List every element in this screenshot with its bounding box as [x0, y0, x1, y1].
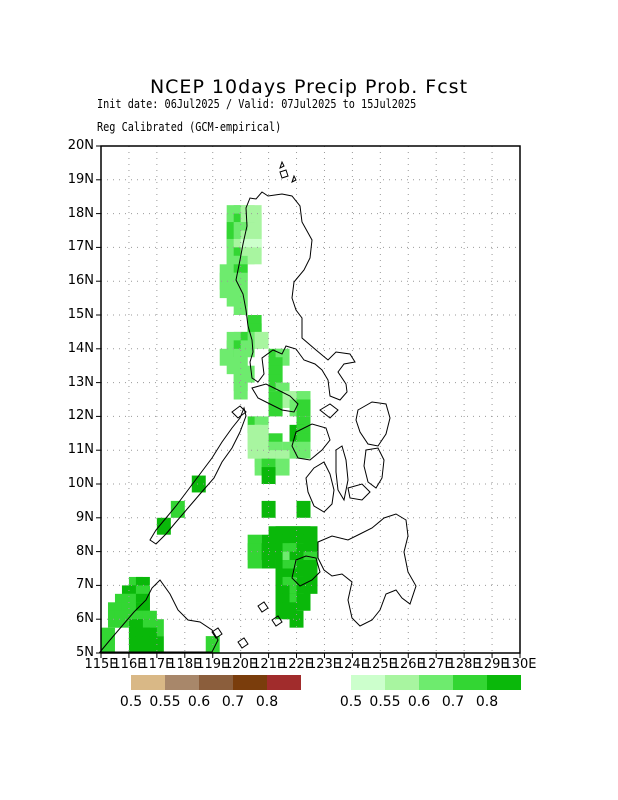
dry-legend-label: 0.6	[187, 694, 211, 710]
probability-cell	[254, 331, 269, 349]
coastlines	[98, 160, 417, 653]
probability-cells	[101, 205, 318, 653]
dry-legend-label: 0.8	[255, 694, 279, 710]
lat-label: 7N	[76, 577, 94, 593]
masbate-coastline	[319, 403, 339, 419]
lon-label: 129E	[475, 657, 509, 672]
lon-label: 126E	[391, 657, 425, 672]
probability-cell	[268, 399, 283, 417]
lat-label: 13N	[67, 374, 94, 390]
mindanao-coastline	[317, 513, 417, 627]
wet-legend-swatch	[419, 675, 453, 690]
lon-label: 130E	[503, 657, 537, 672]
lat-label: 17N	[67, 239, 94, 255]
probability-cell	[261, 467, 276, 484]
lon-label: 121E	[252, 657, 286, 672]
probability-cell	[289, 610, 304, 628]
bohol-coastline	[347, 483, 371, 501]
lat-label: 5N	[76, 645, 94, 660]
lon-label: 115E	[84, 657, 118, 672]
probability-cell	[275, 458, 290, 476]
probability-cell	[296, 500, 311, 518]
dry-legend-swatch	[233, 675, 267, 690]
lat-label: 19N	[67, 171, 94, 187]
dry-legend-swatch	[131, 675, 165, 690]
wet-legend-swatch	[453, 675, 487, 690]
lon-label: 116E	[112, 657, 146, 672]
probability-cell	[101, 636, 115, 653]
lon-label: 119E	[196, 657, 230, 672]
lon-label: 128E	[447, 657, 481, 672]
leyte-coastline	[363, 447, 385, 489]
probability-cell	[261, 500, 276, 518]
wet-legend-swatch	[487, 675, 521, 690]
lon-label: 127E	[419, 657, 453, 672]
map-gridlines	[96, 145, 521, 658]
lat-label: 16N	[67, 273, 94, 289]
sulu-islands	[211, 601, 283, 649]
zamboanga-peninsula	[291, 555, 321, 587]
lon-label: 117E	[140, 657, 174, 672]
map-title: NCEP 10days Precip Prob. Fcst	[149, 76, 469, 98]
negros-coastline	[305, 461, 335, 513]
init-valid-dates: Init date: 06Jul2025 / Valid: 07Jul2025 …	[97, 97, 417, 111]
wet-legend-label: 0.55	[369, 694, 401, 710]
lat-label: 15N	[67, 307, 94, 322]
lon-label: 122E	[280, 657, 314, 672]
probability-cell	[296, 441, 311, 459]
lat-label: 8N	[76, 543, 94, 559]
probability-cell	[114, 610, 129, 628]
probability-cell	[233, 382, 248, 400]
babuyan-islands	[279, 160, 297, 183]
wet-legend-label: 0.6	[407, 694, 431, 710]
dry-legend-swatch	[199, 675, 233, 690]
wet-legend-label: 0.7	[441, 694, 465, 710]
probability-cell	[247, 551, 262, 569]
lon-label: 124E	[335, 657, 369, 672]
wet-legend-swatch	[385, 675, 419, 690]
panay-coastline	[291, 423, 331, 461]
wet-legend-label: 0.5	[339, 694, 363, 710]
lat-label: 6N	[76, 611, 94, 627]
probability-cell	[156, 517, 171, 535]
lat-label: 11N	[67, 442, 94, 458]
dry-legend-swatch	[267, 675, 301, 690]
dry-legend-label: 0.5	[119, 694, 143, 710]
wet-legend-swatch	[351, 675, 385, 690]
lat-label: 20N	[67, 138, 94, 153]
lat-label: 12N	[67, 408, 94, 424]
lon-label: 118E	[168, 657, 202, 672]
lat-label: 9N	[76, 509, 94, 525]
calamian-islands	[231, 405, 247, 419]
borneo-coastline	[98, 579, 219, 653]
lon-label: 125E	[363, 657, 397, 672]
probability-cell	[170, 500, 185, 518]
probability-cell	[296, 593, 311, 611]
probability-cell	[296, 399, 311, 417]
palawan-coastline	[149, 406, 247, 545]
lon-label: 120E	[224, 657, 258, 672]
dry-legend-label: 0.7	[221, 694, 245, 710]
probability-cell	[247, 247, 262, 265]
lat-label: 14N	[67, 340, 94, 356]
lon-label: 123E	[307, 657, 341, 672]
calibration-method: Reg Calibrated (GCM-empirical)	[97, 120, 282, 134]
lat-label: 10N	[67, 476, 94, 491]
luzon-coastline	[235, 191, 356, 401]
cebu-coastline	[335, 445, 349, 502]
mindoro-coastline	[251, 383, 299, 413]
dry-legend-label: 0.55	[149, 694, 181, 710]
wet-legend-label: 0.8	[475, 694, 499, 710]
dry-legend-swatch	[165, 675, 199, 690]
map-frame	[100, 145, 521, 654]
samar-coastline	[355, 401, 391, 447]
lat-label: 18N	[67, 205, 94, 221]
